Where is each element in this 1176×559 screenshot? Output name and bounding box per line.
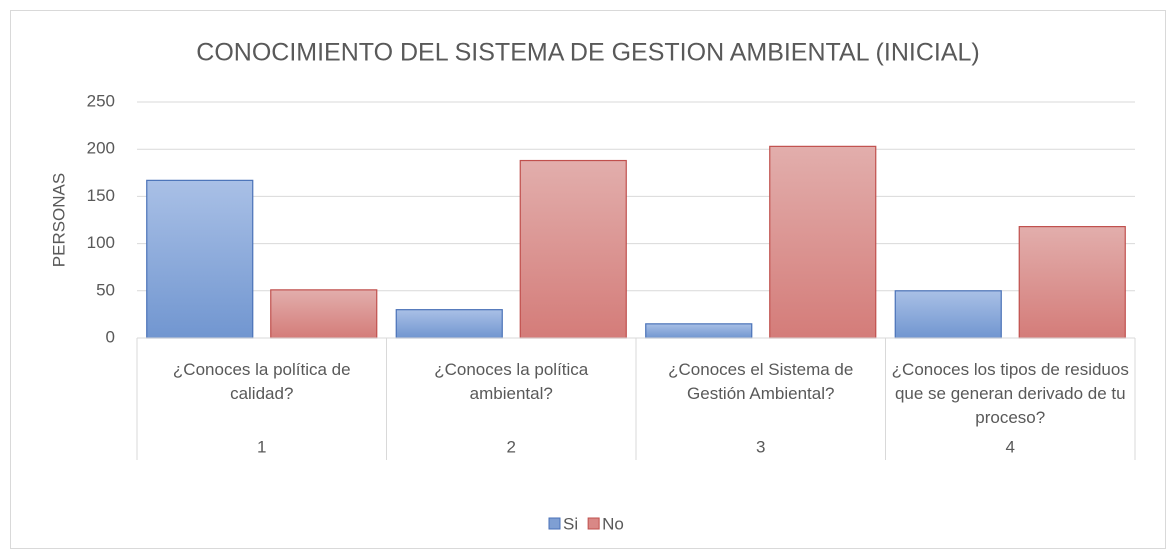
y-tick-label: 50 xyxy=(96,280,115,299)
y-tick-label: 150 xyxy=(87,186,115,205)
bar xyxy=(395,309,503,339)
x-tick-label: ¿Conoces la política ambiental? xyxy=(434,360,589,403)
bar xyxy=(769,145,877,339)
chart-title: CONOCIMIENTO DEL SISTEMA DE GESTION AMBI… xyxy=(196,39,979,67)
x-tick-label: ¿Conoces los tipos de residuos que se ge… xyxy=(891,360,1129,427)
legend-label: No xyxy=(602,514,624,533)
x-tick-label-box: ¿Conoces el Sistema de Gestión Ambiental… xyxy=(668,360,854,403)
legend-label: Si xyxy=(563,514,578,533)
x-tick-label-box: ¿Conoces la política de calidad? xyxy=(172,360,351,403)
x-tick-label: ¿Conoces la política de calidad? xyxy=(172,360,351,403)
y-axis-label: PERSONAS xyxy=(49,173,68,267)
x-tick-label-box: ¿Conoces la política ambiental? xyxy=(434,360,589,403)
legend-swatch xyxy=(548,517,561,530)
y-tick-label: 250 xyxy=(87,91,115,110)
bar xyxy=(1018,226,1126,339)
x-group-label: 4 xyxy=(1006,437,1015,456)
x-tick-label: ¿Conoces el Sistema de Gestión Ambiental… xyxy=(668,360,854,403)
x-group-label: 3 xyxy=(756,437,765,456)
bar xyxy=(270,289,378,339)
x-tick-label-box: ¿Conoces los tipos de residuos que se ge… xyxy=(891,360,1129,427)
y-tick-label: 100 xyxy=(87,233,115,252)
bar xyxy=(645,323,753,339)
x-group-label: 2 xyxy=(507,437,516,456)
bar xyxy=(146,179,254,339)
bar xyxy=(519,159,627,339)
y-tick-label: 200 xyxy=(87,139,115,158)
bar xyxy=(894,290,1002,339)
y-tick-label: 0 xyxy=(106,327,115,346)
x-group-label: 1 xyxy=(257,437,266,456)
legend-swatch xyxy=(587,517,600,530)
